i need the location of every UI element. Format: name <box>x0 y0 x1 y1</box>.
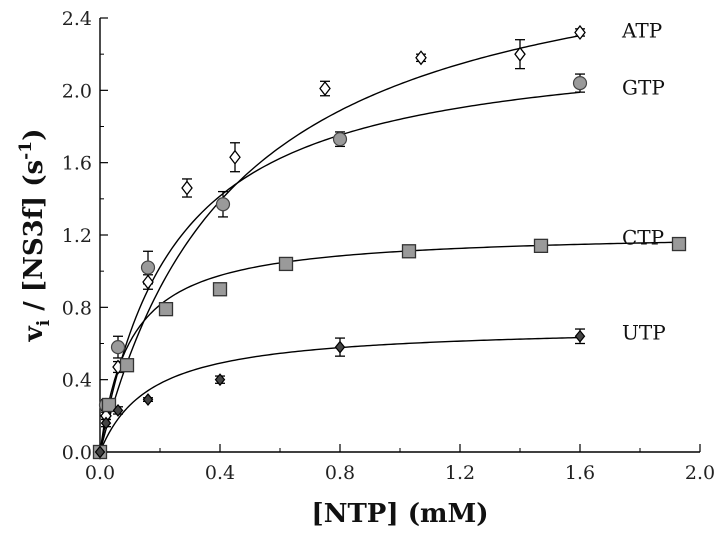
data-point-gtp <box>140 260 156 275</box>
fit-curves <box>99 34 680 453</box>
data-point-ctp <box>158 301 174 317</box>
data-point-ctp <box>533 238 549 254</box>
y-axis-title: vi / [NS3f] (s-1) <box>16 129 54 343</box>
data-point-ctp <box>671 236 687 252</box>
series-label-atp: ATP <box>621 19 662 43</box>
data-point-ctp <box>278 256 294 272</box>
data-point-gtp <box>110 340 126 355</box>
data-point-ctp <box>212 282 228 297</box>
series-label-utp: UTP <box>622 321 666 345</box>
y-tick-label: 0.0 <box>62 442 92 464</box>
fit-curve-atp <box>99 34 581 453</box>
x-tick-label: 0.0 <box>85 462 115 484</box>
y-axis-title-rest: / [NS3f] (s <box>19 160 49 320</box>
y-tick-label: 1.2 <box>62 225 92 247</box>
data-point-atp <box>229 149 241 165</box>
data-point-utp <box>214 373 226 387</box>
data-point-utp <box>142 393 154 407</box>
plot-area: 0.0 0.4 0.8 1.2 1.6 2.0 0.0 0.4 0.8 1.2 1.6 2.0 2.4… <box>62 8 715 484</box>
x-tick-label: 0.4 <box>205 462 235 484</box>
y-ticks: 0.0 0.4 0.8 1.2 1.6 2.0 2.4 <box>62 8 108 464</box>
data-point-atp <box>181 180 193 196</box>
data-point-utp <box>112 403 124 417</box>
x-ticks: 0.0 0.4 0.8 1.2 1.6 2.0 <box>85 444 715 484</box>
data-point-atp <box>142 274 154 290</box>
y-axis-title-sup: -1 <box>16 141 36 160</box>
x-tick-label: 2.0 <box>685 462 715 484</box>
data-point-ctp <box>401 244 417 259</box>
data-point-utp <box>334 340 346 354</box>
y-tick-label: 2.0 <box>62 80 92 102</box>
data-point-ctp <box>101 397 117 413</box>
data-point-utp <box>94 445 106 459</box>
data-point-gtp <box>215 197 231 212</box>
series-label-ctp: CTP <box>622 225 664 249</box>
data-point-atp <box>514 46 526 62</box>
y-tick-label: 0.4 <box>62 370 92 392</box>
y-axis-title-end: ) <box>19 129 49 141</box>
x-axis-title: [NTP] (mM) <box>311 499 488 529</box>
series-label-gtp: GTP <box>622 75 665 99</box>
data-point-gtp <box>332 132 348 147</box>
data-point-gtp <box>572 75 588 91</box>
x-tick-label: 1.6 <box>565 462 595 484</box>
data-point-ctp <box>119 358 135 373</box>
y-tick-label: 2.4 <box>62 8 92 30</box>
data-point-utp <box>574 329 586 343</box>
series-labels: ATP GTP CTP UTP <box>621 19 666 345</box>
fit-curve-ctp <box>99 241 680 453</box>
x-tick-label: 0.8 <box>325 462 355 484</box>
data-point-utp <box>100 416 112 430</box>
data-point-atp <box>319 80 331 97</box>
data-point-atp <box>574 24 586 41</box>
data-point-atp <box>415 50 427 66</box>
markers <box>92 24 687 460</box>
y-tick-label: 1.6 <box>62 153 92 175</box>
y-axis-title-sub: i <box>34 319 54 326</box>
y-tick-label: 0.8 <box>62 297 92 319</box>
x-tick-label: 1.2 <box>445 462 475 484</box>
y-axis-title-main: v <box>19 325 49 342</box>
